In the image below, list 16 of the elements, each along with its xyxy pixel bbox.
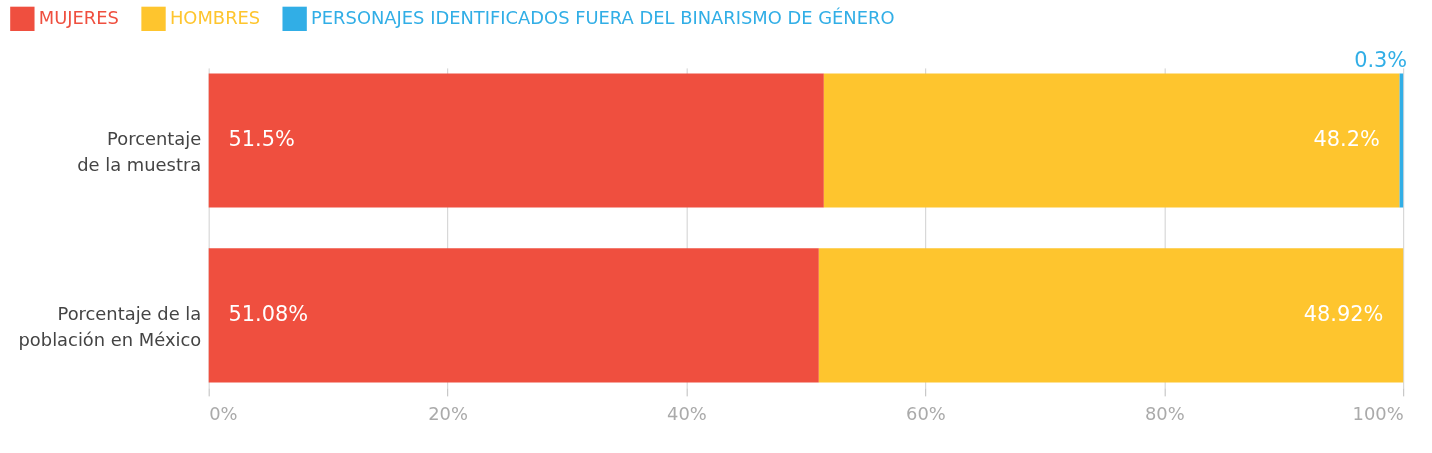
legend-label: MUJERES (38, 6, 119, 28)
data-label: 48.92% (1303, 302, 1384, 327)
x-tick-label: 20% (428, 403, 468, 425)
x-tick-label: 40% (667, 403, 707, 425)
data-label: 48.2% (1313, 127, 1380, 152)
data-label: 0.3% (1354, 47, 1408, 72)
x-tick-label: 80% (1144, 403, 1185, 425)
data-label: 51.5% (228, 127, 295, 152)
y-tick-label: Porcentaje de la población en México (18, 303, 202, 351)
legend-label: PERSONAJES IDENTIFICADOS FUERA DEL BINARISMO DE GÉNERO (311, 6, 895, 28)
legend-label: HOMBRES (169, 6, 261, 28)
x-tick-label: 0% (209, 403, 238, 425)
y-tick-label: Porcentaje de la muestra (77, 128, 202, 176)
x-tick-label: 100% (1352, 403, 1404, 425)
x-tick-label: 60% (906, 403, 946, 425)
data-label: 51.08% (228, 302, 309, 327)
